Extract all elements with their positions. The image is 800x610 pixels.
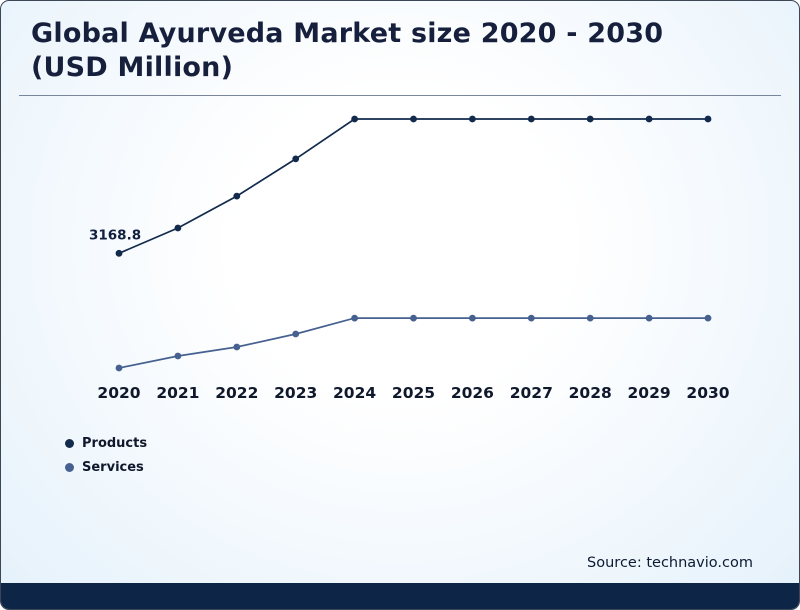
services-point [586,314,594,322]
services-point [410,314,417,322]
services-point [645,314,653,322]
bottom-accent-bar [1,583,799,609]
services-point [115,364,123,372]
products-point [527,115,535,123]
products-point [586,115,594,123]
products-point [233,192,241,200]
services-point [174,352,182,360]
services-legend-label: Services [82,460,144,475]
services-point [469,314,476,322]
services-point [351,314,358,322]
x-axis-label: 2024 [333,384,376,402]
x-axis-label: 2025 [392,384,435,402]
services-point [233,343,241,351]
products-point [469,115,476,123]
x-axis-label: 2027 [510,384,553,402]
services-line [118,317,708,369]
x-axis-label: 2021 [156,384,199,402]
x-axis-label: 2030 [686,384,729,402]
products-line [118,118,708,255]
products-point [645,115,653,123]
products-point [115,249,123,257]
x-axis-label: 2026 [451,384,494,402]
products-point [292,155,300,163]
products-point [351,115,358,123]
page-title: Global Ayurveda Market size 2020 - 2030 … [31,18,664,83]
products-point [174,224,182,232]
services-legend-dot [65,463,74,472]
products-legend-dot [65,439,74,448]
data-label: 3168.8 [89,227,141,243]
products-point [704,115,712,123]
line-chart: 2020 2021 2022 2023 2024 2025 2026 2027 2028 2029… [89,115,730,402]
source-attribution: Source: technavio.com [587,555,753,571]
products-legend-label: Products [82,436,148,451]
x-axis-label: 2020 [97,384,140,402]
services-point [292,330,300,338]
title-divider [19,95,781,96]
x-axis-label: 2029 [628,384,671,402]
x-axis-label: 2023 [274,384,317,402]
legend-item-services: Services [65,460,799,475]
services-point [704,314,712,322]
x-axis-label: 2028 [569,384,612,402]
services-point [527,314,535,322]
legend-item-products: Products [65,436,799,451]
x-axis-label: 2022 [215,384,258,402]
legend: Products Services [65,436,799,475]
products-point [410,115,417,123]
